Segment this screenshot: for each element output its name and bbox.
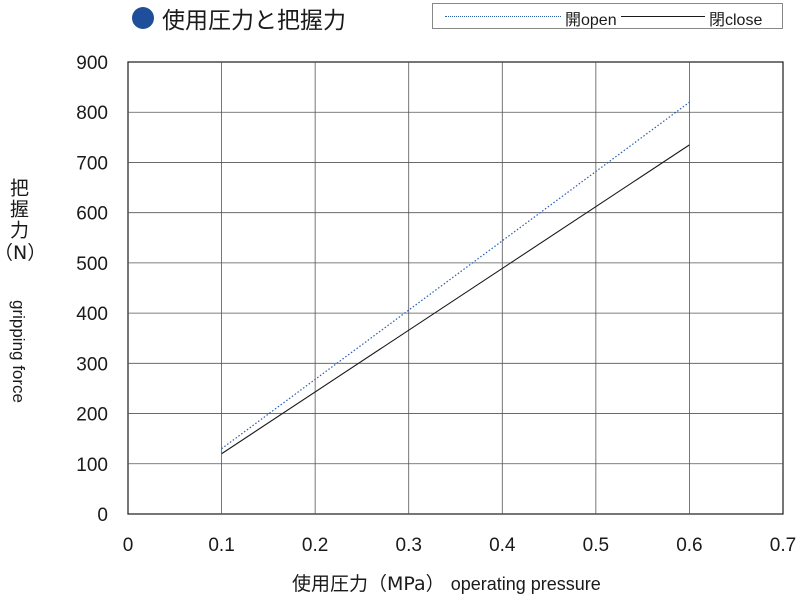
y-tick-label: 0 bbox=[97, 505, 108, 526]
y-tick-label: 800 bbox=[76, 103, 108, 124]
y-tick-label: 500 bbox=[76, 254, 108, 275]
x-axis-label: 使用圧力（MPa） operating pressure bbox=[292, 569, 601, 596]
blue-circle-icon bbox=[132, 7, 154, 29]
y-axis-label-jp: 把握力 bbox=[7, 178, 29, 241]
y-tick-label: 700 bbox=[76, 153, 108, 174]
y-axis-unit: （N） bbox=[0, 242, 47, 264]
chart-title: 使用圧力と把握力 bbox=[162, 8, 346, 34]
x-tick-label: 0 bbox=[123, 535, 134, 556]
tick-labels: 0 0.1 0.2 0.3 0.4 0.5 0.6 0.7 0 100 200 300 400 500 60… bbox=[76, 53, 796, 556]
x-tick-label: 0.3 bbox=[396, 535, 422, 556]
chart-header: 使用圧力と把握力 bbox=[132, 4, 346, 34]
series-line-close bbox=[221, 144, 690, 455]
x-axis-label-en: operating pressure bbox=[450, 574, 601, 594]
plot-frame bbox=[127, 61, 784, 515]
x-tick-label: 0.6 bbox=[676, 535, 702, 556]
y-tick-label: 400 bbox=[76, 304, 108, 325]
y-axis-label-en: gripping force bbox=[9, 300, 28, 404]
y-tick-label: 600 bbox=[76, 204, 108, 225]
x-tick-label: 0.2 bbox=[302, 535, 328, 556]
x-tick-label: 0.7 bbox=[770, 535, 796, 556]
legend-swatch-close bbox=[621, 16, 705, 17]
x-axis-label-jp: 使用圧力（MPa） bbox=[292, 573, 445, 595]
x-tick-label: 0.5 bbox=[583, 535, 609, 556]
series-line-open bbox=[221, 101, 690, 450]
legend-swatch-open bbox=[445, 16, 561, 17]
x-tick-label: 0.4 bbox=[489, 535, 516, 556]
grid-lines bbox=[127, 61, 784, 515]
legend-label-open: 開open bbox=[565, 12, 617, 29]
x-tick-label: 0.1 bbox=[208, 535, 234, 556]
y-tick-label: 300 bbox=[76, 354, 108, 375]
y-axis-label: 把握力 （N） bbox=[0, 178, 47, 265]
legend: 開open 閉close bbox=[432, 3, 783, 29]
y-tick-label: 900 bbox=[76, 53, 108, 74]
y-tick-label: 100 bbox=[76, 455, 108, 476]
legend-label-close: 閉close bbox=[709, 12, 763, 29]
y-tick-label: 200 bbox=[76, 405, 108, 426]
data-series bbox=[221, 101, 690, 455]
